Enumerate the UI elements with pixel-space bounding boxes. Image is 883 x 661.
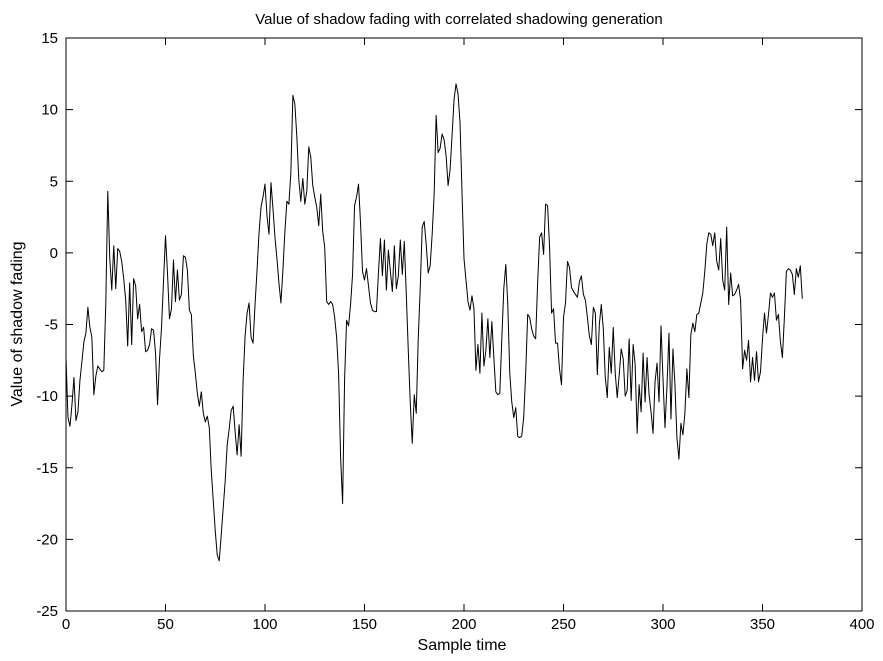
- y-tick-label: -20: [36, 531, 58, 548]
- plot-area: 0 50 100 150 200 250 300 350 400 -25 -20 -15 -10 -5 0 5…: [36, 30, 874, 633]
- y-tick-label: 10: [41, 102, 58, 119]
- x-tick-label: 350: [750, 616, 775, 633]
- y-tick-label: -15: [36, 460, 58, 477]
- x-tick-label: 100: [252, 616, 277, 633]
- x-tick-label: 200: [451, 616, 476, 633]
- y-axis-label: Value of shadow fading: [9, 241, 26, 406]
- x-tick-label: 0: [62, 616, 70, 633]
- y-tick-label: 5: [50, 173, 58, 190]
- y-tick-label: -5: [45, 317, 58, 334]
- x-tick-label: 150: [352, 616, 377, 633]
- y-tick-label: 15: [41, 30, 58, 47]
- y-tick-label: -25: [36, 603, 58, 620]
- y-tick-label: 0: [50, 245, 58, 262]
- chart-title: Value of shadow fading with correlated s…: [255, 11, 663, 28]
- y-tick-label: -10: [36, 388, 58, 405]
- x-axis-label: Sample time: [418, 637, 507, 654]
- x-tick-label: 250: [551, 616, 576, 633]
- x-tick-label: 400: [849, 616, 874, 633]
- x-tick-label: 300: [650, 616, 675, 633]
- x-tick-label: 50: [157, 616, 174, 633]
- series-line: [65, 83, 803, 562]
